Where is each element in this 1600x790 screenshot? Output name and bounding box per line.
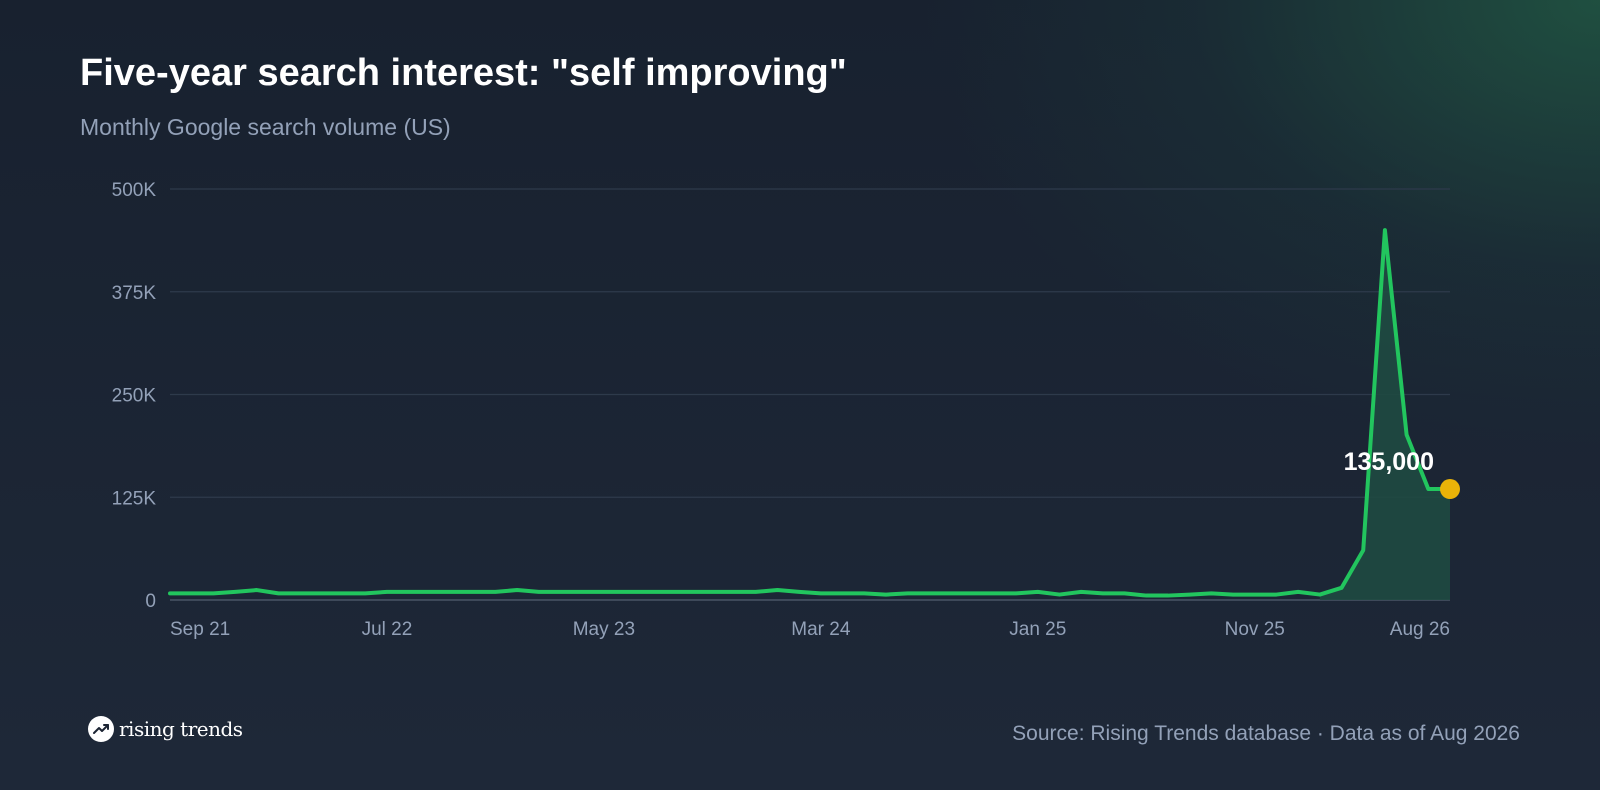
logo-text: rising trends: [119, 717, 243, 741]
y-tick-label: 0: [145, 591, 156, 612]
line-layer: [168, 228, 1452, 598]
x-tick-label: May 23: [573, 619, 635, 640]
x-tick-label: Sep 21: [170, 619, 230, 640]
x-tick-label: Nov 25: [1225, 619, 1285, 640]
latest-value-marker: [1440, 479, 1460, 500]
area-fill-layer: [1319, 230, 1450, 600]
x-tick-label: Jul 22: [362, 619, 413, 640]
y-axis-ticks: 0 125K 250K 375K 500K: [112, 180, 157, 612]
search-volume-chart: 0 125K 250K 375K 500K Sep 21 Jul 22 May 23 Mar …: [112, 180, 1460, 640]
area-fill: [1319, 230, 1450, 600]
chart-subtitle: Monthly Google search volume (US): [80, 114, 451, 140]
y-tick-label: 375K: [112, 283, 157, 304]
grid-lines: [170, 188, 1450, 601]
rising-trends-logo: rising trends: [88, 716, 243, 742]
x-axis-ticks: Sep 21 Jul 22 May 23 Mar 24 Jan 25 Nov 25 Aug …: [170, 619, 1450, 640]
x-tick-label: Jan 25: [1009, 619, 1066, 640]
latest-value-label: 135,000: [1344, 448, 1434, 476]
annotation-layer: 135,000: [1344, 448, 1460, 500]
x-tick-label: Mar 24: [791, 619, 851, 640]
y-tick-label: 500K: [112, 180, 157, 201]
x-tick-label: Aug 26: [1390, 619, 1450, 640]
y-tick-label: 125K: [112, 488, 157, 509]
source-note: Source: Rising Trends database · Data as…: [1012, 722, 1520, 745]
series-line: [168, 228, 1452, 598]
chart-title: Five-year search interest: "self improvi…: [80, 52, 847, 94]
y-tick-label: 250K: [112, 386, 157, 407]
trending-up-icon: [88, 716, 114, 742]
